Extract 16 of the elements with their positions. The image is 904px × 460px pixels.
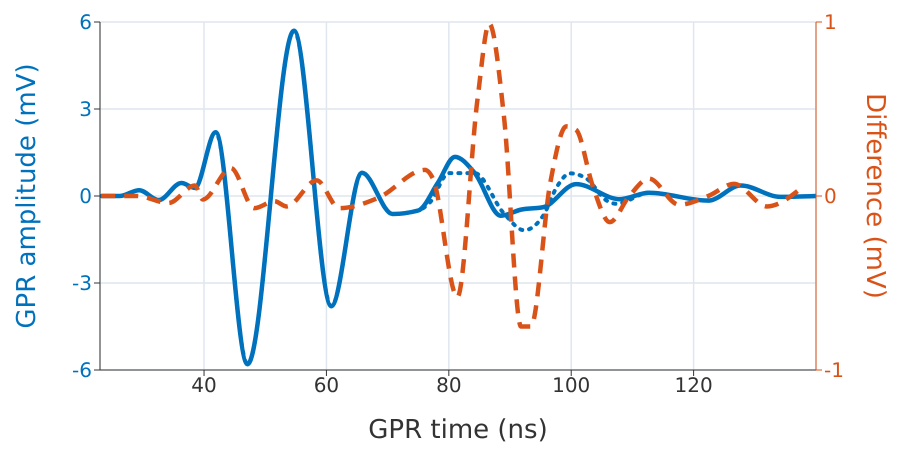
x-tick-label: 80 <box>436 373 462 398</box>
x-axis-title: GPR time (ns) <box>368 415 548 445</box>
y-tick-label: -3 <box>72 271 92 296</box>
y2-tick-label: 0 <box>824 184 837 208</box>
x-tick-label: 100 <box>552 373 590 398</box>
y2-tick-label: -1 <box>824 358 844 382</box>
x-tick-label: 40 <box>191 373 217 398</box>
y-tick-label: 6 <box>79 10 92 34</box>
y-tick-label: 0 <box>79 184 92 208</box>
y-tick-label: 3 <box>79 97 92 122</box>
y-tick-label: -6 <box>72 358 92 382</box>
y-axis-title: GPR amplitude (mV) <box>12 63 42 329</box>
y2-tick-label: 1 <box>824 10 837 34</box>
x-tick-label: 60 <box>314 373 340 398</box>
x-tick-label: 120 <box>674 373 713 398</box>
y2-axis-title: Difference (mV) <box>860 93 890 299</box>
